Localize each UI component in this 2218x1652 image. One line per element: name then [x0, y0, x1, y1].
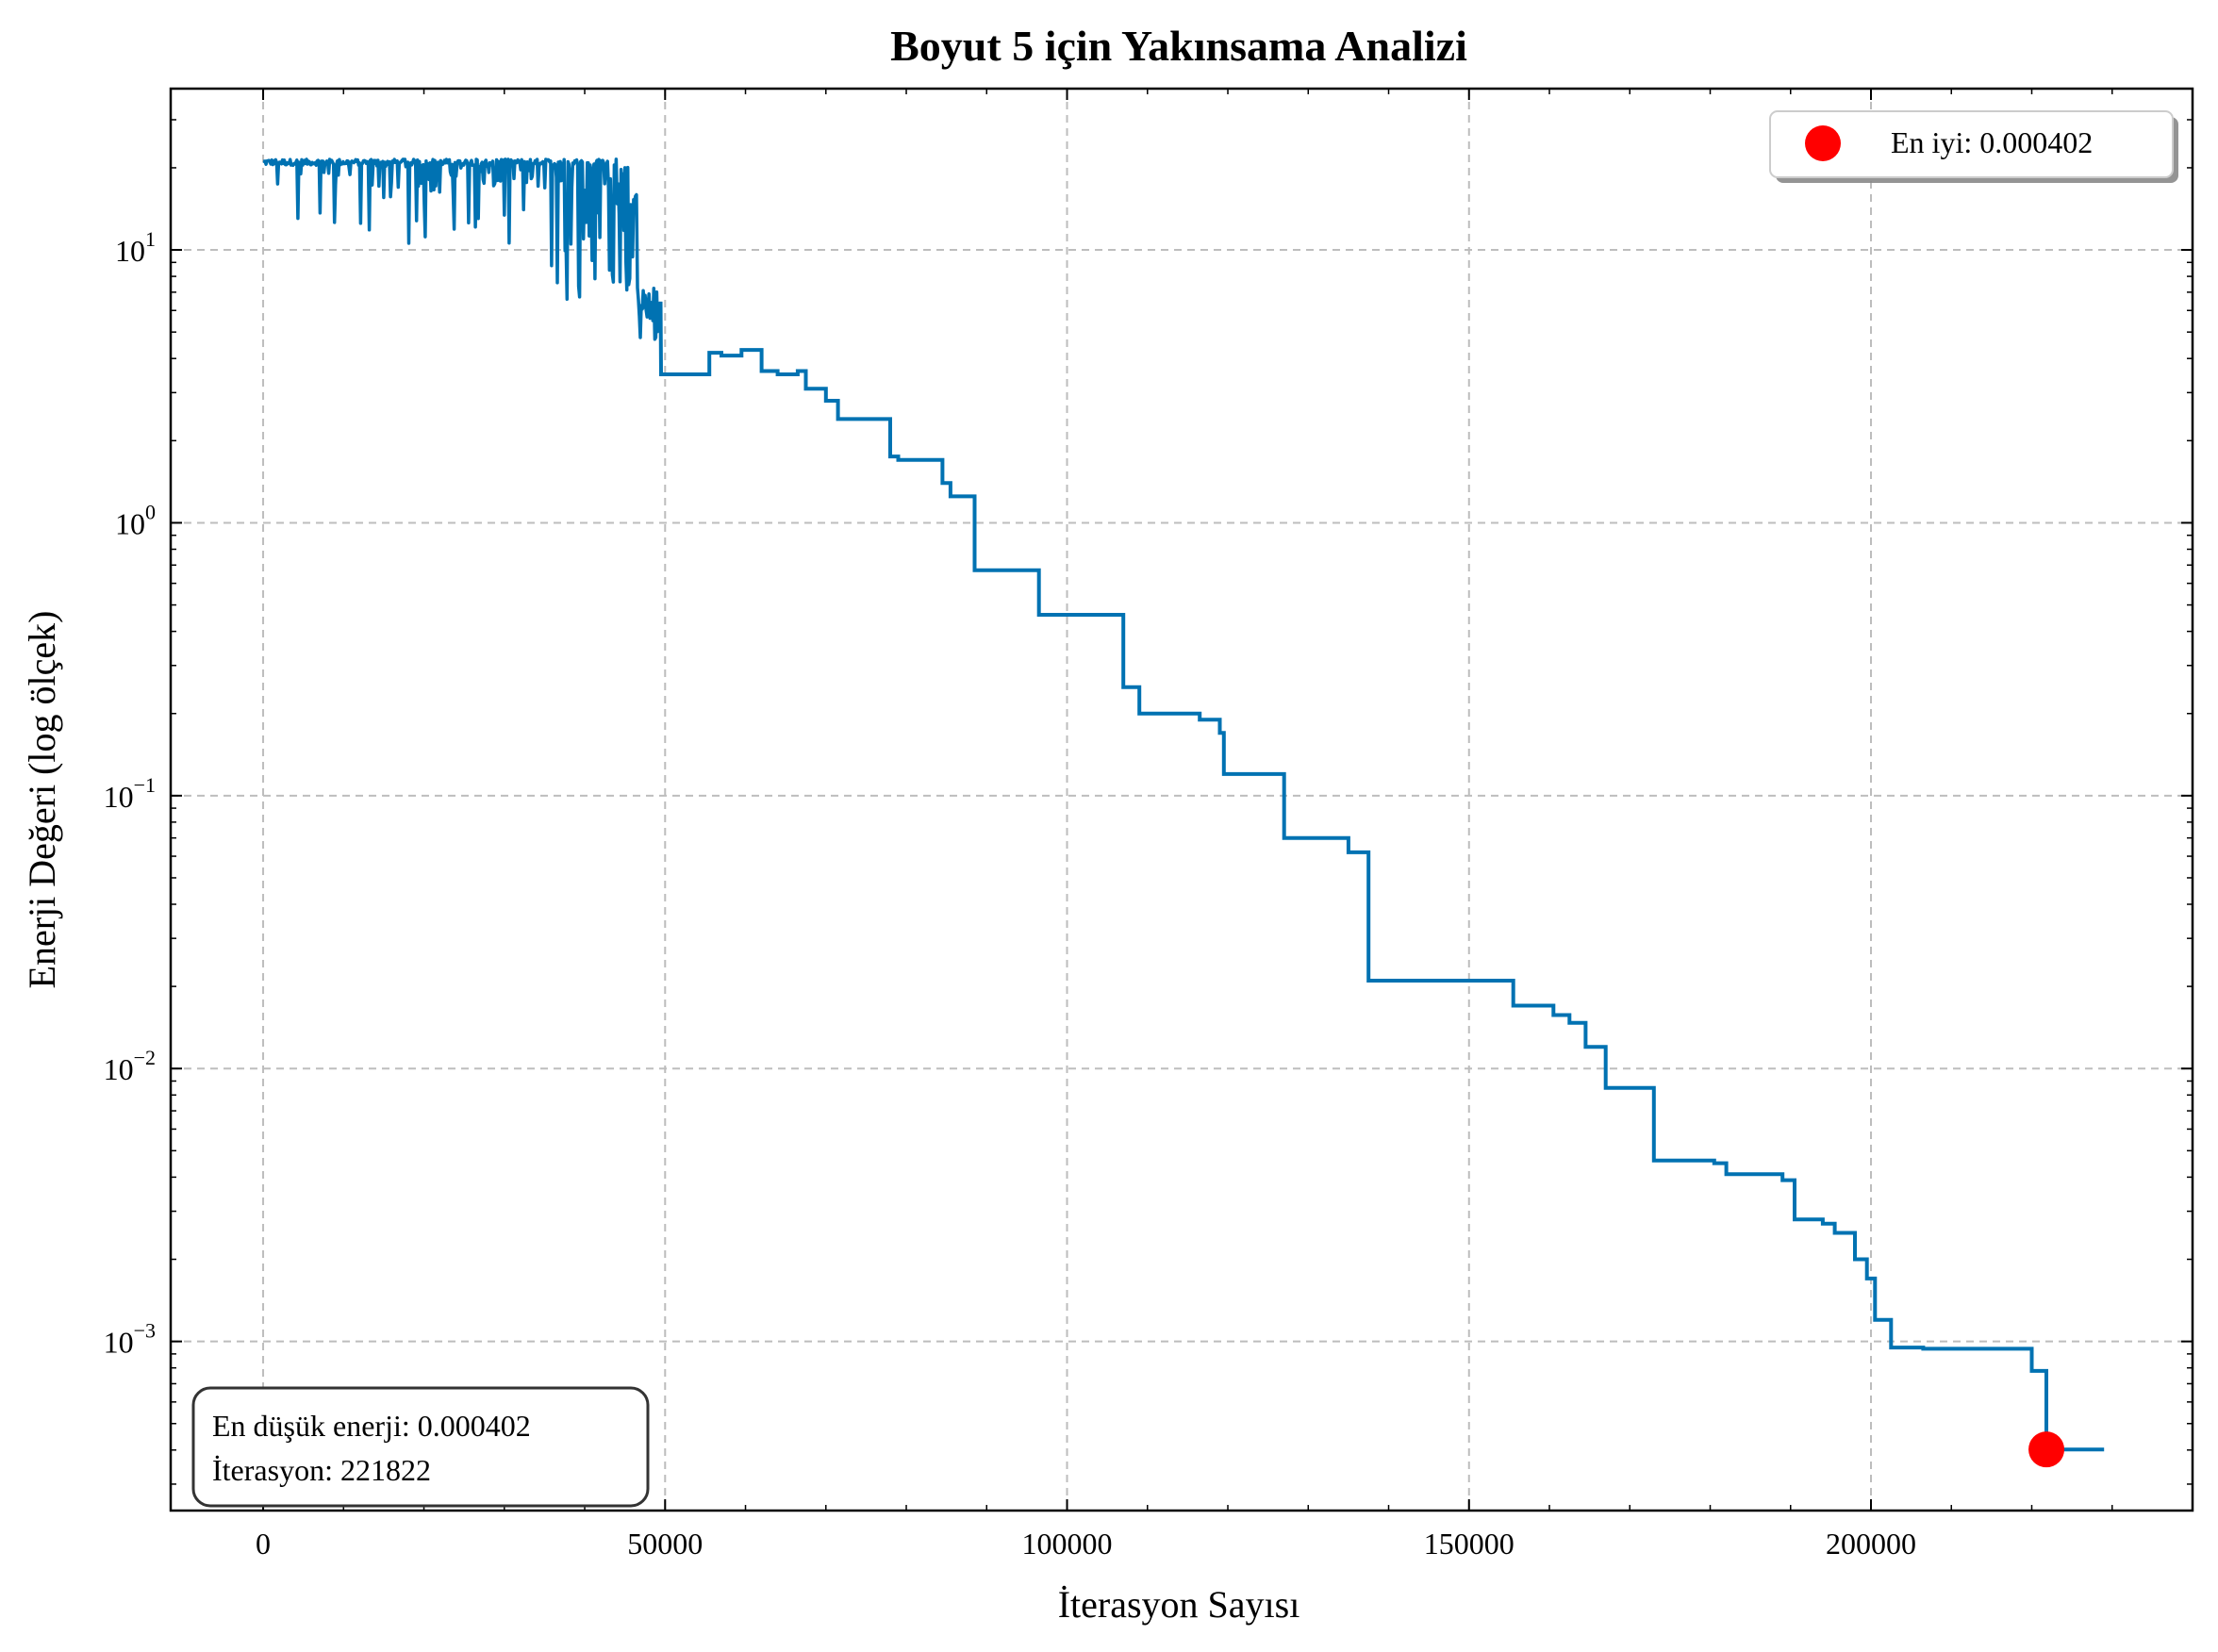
x-tick-label: 50000 [627, 1527, 703, 1561]
y-tick-label: 10−2 [104, 1046, 156, 1086]
legend: En iyi: 0.000402 [1769, 110, 2178, 183]
best-point-marker [2028, 1431, 2065, 1468]
x-axis-label: İterasyon Sayısı [1058, 1583, 1300, 1626]
x-tick-label: 200000 [1826, 1527, 1916, 1561]
annotation-line-1: En düşük enerji: 0.000402 [212, 1409, 531, 1443]
axis-ticks: 0 50000 100000 150000 200000 101 100 10−1 10−2 10… [104, 89, 2193, 1561]
x-tick-label: 0 [256, 1527, 271, 1561]
series-noisy-line [262, 157, 663, 341]
y-tick-label: 100 [115, 500, 156, 540]
series-step-line [658, 301, 2105, 1452]
y-tick-label: 101 [115, 227, 156, 268]
y-tick-label: 10−1 [104, 773, 156, 814]
y-axis-label: Enerji Değeri (log ölçek) [21, 611, 63, 989]
legend-label: En iyi: 0.000402 [1891, 125, 2093, 159]
legend-marker [1805, 125, 1841, 161]
x-tick-label: 150000 [1424, 1527, 1515, 1561]
chart-title: Boyut 5 için Yakınsama Analizi [890, 22, 1467, 70]
grid-lines [171, 89, 2193, 1511]
series-layer [262, 157, 2105, 1468]
plot-frame [169, 87, 2194, 1512]
annotation-box: En düşük enerji: 0.000402 İterasyon: 221… [191, 1386, 650, 1508]
y-tick-label: 10−3 [104, 1319, 156, 1360]
x-tick-label: 100000 [1022, 1527, 1113, 1561]
annotation-line-2: İterasyon: 221822 [212, 1453, 431, 1487]
